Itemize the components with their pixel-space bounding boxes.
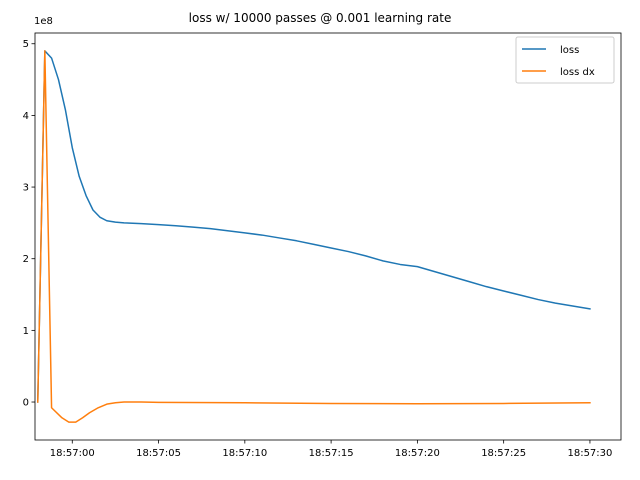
y-tick-label: 3: [23, 183, 29, 194]
x-tick-label: 18:57:00: [50, 448, 95, 459]
y-axis-multiplier: 1e8: [34, 16, 53, 27]
series-line-loss-dx: [36, 50, 591, 423]
legend-label-loss: loss: [560, 45, 579, 56]
x-tick-label: 18:57:20: [395, 448, 440, 459]
series-line-loss: [36, 50, 591, 403]
legend-label-loss-dx: loss dx: [560, 67, 595, 78]
x-tick-label: 18:57:15: [309, 448, 354, 459]
axes-frame: [34, 32, 622, 441]
x-tick-label: 18:57:10: [222, 448, 267, 459]
x-tick-label: 18:57:30: [567, 448, 612, 459]
x-tick-label: 18:57:05: [136, 448, 181, 459]
y-tick-label: 4: [23, 111, 29, 122]
y-tick-label: 2: [23, 254, 29, 265]
y-tick-label: 0: [23, 398, 29, 409]
legend: loss loss dx: [515, 36, 615, 84]
plot-area: 18:57:00 18:57:05 18:57:10 18:57:15 18:57:20…: [23, 32, 622, 459]
y-tick-label: 5: [23, 39, 29, 50]
x-tick-label: 18:57:25: [481, 448, 526, 459]
y-tick-label: 1: [23, 326, 29, 337]
chart-title: loss w/ 10000 passes @ 0.001 learning ra…: [189, 11, 452, 25]
